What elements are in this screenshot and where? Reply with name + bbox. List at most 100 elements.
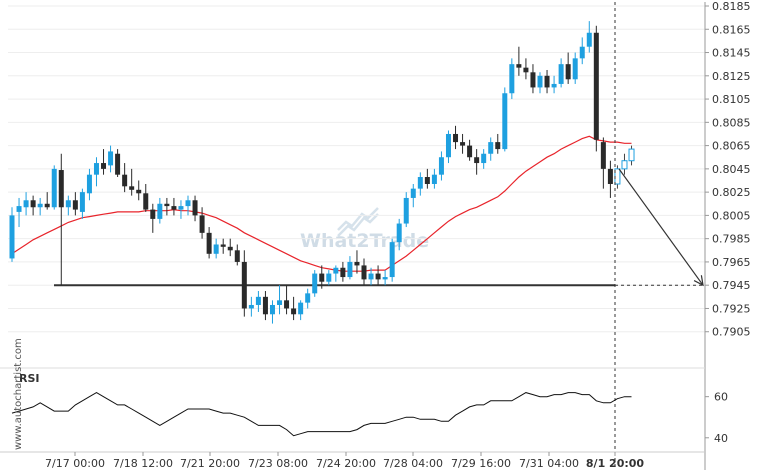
- projection-arrow-head-icon: [693, 275, 704, 287]
- price-tick-label: 0.8045: [712, 163, 751, 176]
- candle: [178, 206, 184, 210]
- candle: [551, 83, 557, 88]
- price-tick-label: 0.8065: [712, 140, 751, 153]
- candle: [382, 277, 388, 280]
- candle: [347, 261, 353, 278]
- candle: [530, 72, 536, 88]
- candle: [579, 46, 585, 59]
- candle: [220, 244, 226, 247]
- rsi-line: [11, 392, 632, 437]
- time-tick-label: 7/29 16:00: [451, 457, 511, 470]
- candle: [255, 296, 261, 305]
- candle: [58, 170, 64, 208]
- candle: [227, 246, 233, 251]
- candle: [122, 174, 128, 187]
- candle: [537, 75, 543, 88]
- rsi-tick-label: 40: [714, 432, 728, 445]
- candle: [234, 250, 240, 262]
- candle: [213, 244, 219, 254]
- candle: [495, 142, 501, 150]
- candle: [291, 308, 297, 315]
- candle: [277, 300, 283, 305]
- time-tick-label: 7/24 20:00: [316, 457, 376, 470]
- price-tick-label: 0.8125: [712, 70, 751, 83]
- price-tick-label: 0.8005: [712, 209, 751, 222]
- candle: [9, 215, 15, 259]
- time-tick-label: 7/18 12:00: [113, 457, 173, 470]
- candle: [396, 223, 402, 243]
- candle: [586, 32, 592, 47]
- candle: [305, 293, 311, 303]
- candle: [389, 242, 395, 278]
- price-tick-label: 0.7925: [712, 302, 751, 315]
- candle: [262, 296, 268, 315]
- candle: [333, 267, 339, 274]
- candle: [445, 133, 451, 158]
- candle: [368, 273, 374, 280]
- candle: [23, 200, 29, 208]
- watermark: What2Trade: [300, 207, 429, 252]
- price-tick-label: 0.7985: [712, 233, 751, 246]
- candle: [361, 265, 367, 280]
- candle: [143, 193, 149, 210]
- candle: [108, 151, 114, 166]
- candle: [431, 174, 437, 184]
- forecast-candle: [628, 148, 635, 162]
- time-tick-label: 7/28 04:00: [383, 457, 443, 470]
- candle: [544, 75, 550, 88]
- time-axis: 7/17 00:00 7/18 12:00 7/21 20:00 7/23 08:00…: [0, 451, 705, 470]
- projection-arrow-line: [618, 168, 704, 286]
- candle: [150, 209, 156, 219]
- candle: [502, 93, 508, 150]
- candle: [192, 200, 198, 216]
- candle: [185, 200, 191, 207]
- candle: [354, 261, 360, 266]
- price-tick-label: 0.8145: [712, 47, 751, 60]
- candle: [79, 192, 85, 212]
- candle: [481, 153, 487, 164]
- candle: [171, 206, 177, 210]
- time-tick-label: 7/31 04:00: [519, 457, 579, 470]
- candle: [417, 177, 423, 189]
- candle: [51, 168, 57, 208]
- price-tick-label: 0.8185: [712, 0, 751, 13]
- candle: [572, 58, 578, 80]
- candle: [453, 133, 459, 143]
- price-grid: [8, 5, 705, 333]
- candle: [248, 304, 254, 309]
- candle: [298, 302, 304, 315]
- time-tick-label: 7/17 00:00: [45, 457, 105, 470]
- candle: [558, 64, 564, 84]
- candle: [593, 32, 599, 140]
- candle: [65, 200, 71, 208]
- price-axis: 0.8185 0.8165 0.8145 0.8125 0.8105 0.8085 0.80…: [704, 0, 751, 470]
- candle: [93, 163, 99, 175]
- candle: [410, 188, 416, 198]
- candle: [516, 64, 522, 68]
- candle: [269, 304, 275, 315]
- forecast-candle: [614, 168, 621, 185]
- price-tick-label: 0.8085: [712, 116, 751, 129]
- candle: [424, 177, 430, 184]
- candle: [607, 168, 613, 184]
- rsi-tick-label: 60: [714, 391, 728, 404]
- candle: [284, 300, 290, 309]
- candle: [403, 197, 409, 224]
- price-tick-label: 0.7965: [712, 256, 751, 269]
- price-plot: [9, 2, 705, 470]
- candle: [164, 203, 170, 207]
- candle: [319, 273, 325, 282]
- watermark-logo-icon: [337, 207, 379, 237]
- candle: [340, 267, 346, 278]
- candle: [206, 232, 212, 254]
- price-tick-label: 0.8165: [712, 23, 751, 36]
- candle: [115, 153, 121, 175]
- price-tick-label: 0.7905: [712, 326, 751, 339]
- time-tick-label: 8/1 20:00: [586, 457, 645, 470]
- candle: [129, 186, 135, 190]
- candle: [600, 142, 606, 169]
- rsi-label: RSI: [19, 372, 40, 385]
- candle: [467, 145, 473, 158]
- candle: [37, 203, 43, 208]
